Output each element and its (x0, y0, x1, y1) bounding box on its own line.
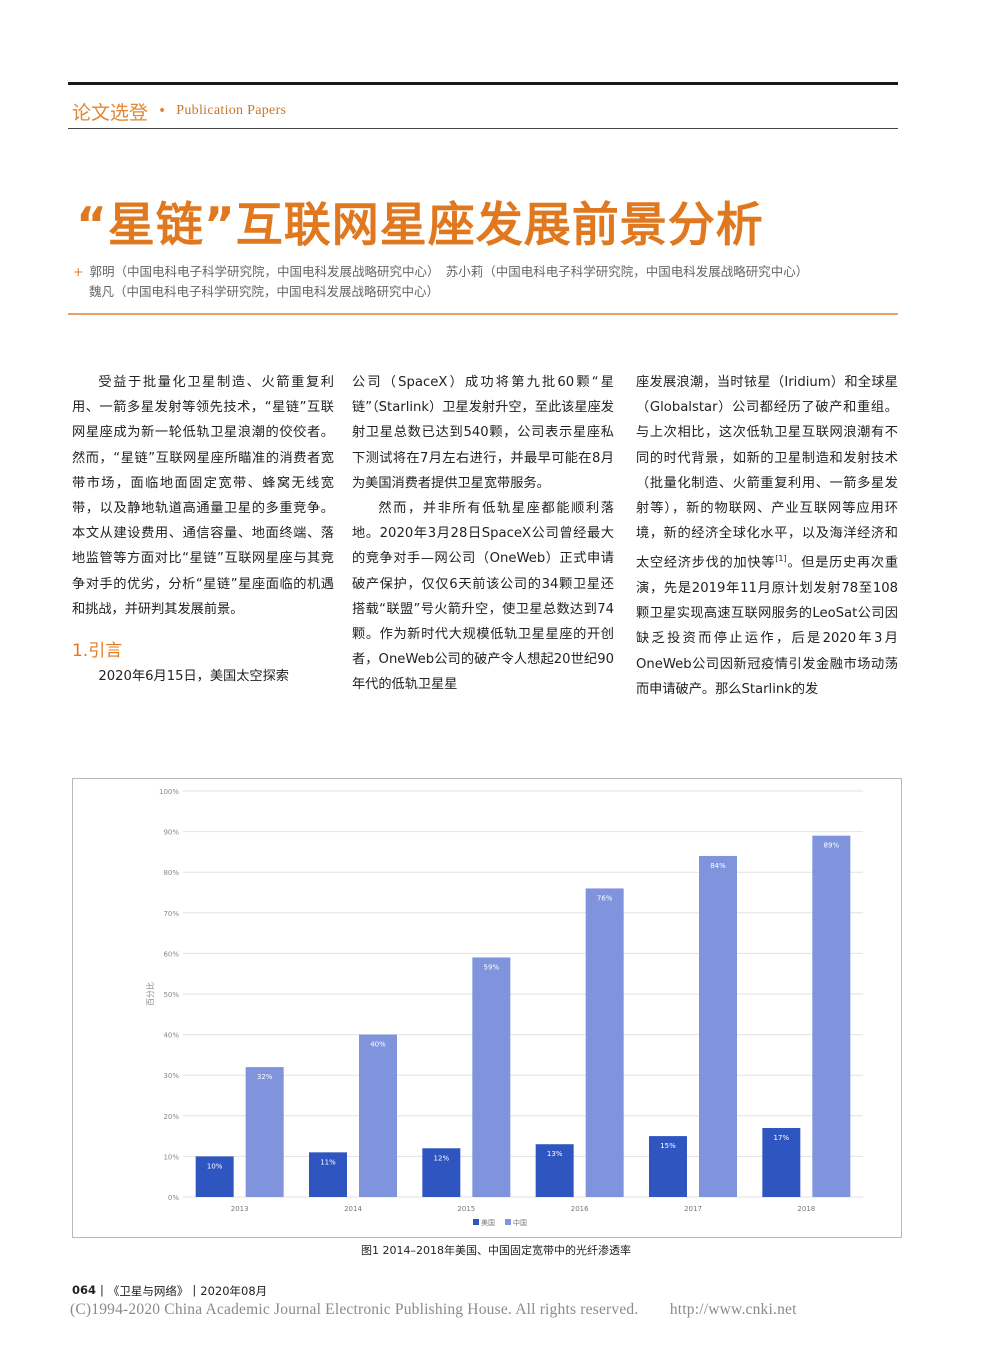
column-3: 座发展浪潮，当时铱星（Iridium）和全球星（Globalstar）公司都经历… (636, 370, 898, 702)
column-2: 公司（SpaceX）成功将第九批60颗“星链”（Starlink）卫星发射升空，… (352, 370, 614, 698)
y-tick-label: 90% (163, 829, 179, 837)
bar-us (649, 1136, 687, 1197)
fiber-penetration-chart: 0% 10% 20% 30% 40% 50% 60% 70% 80% 90% 100% 百分比 10% 3… (145, 788, 863, 1227)
data-label: 40% (370, 1041, 386, 1049)
y-tick-label: 70% (163, 910, 179, 918)
journal-name: 《卫星与网络》 (107, 1284, 189, 1298)
y-tick-label: 40% (163, 1032, 179, 1040)
article-title: “星链”互联网星座发展前景分析 (76, 198, 764, 253)
bar-cn (585, 888, 624, 1197)
author-line-1: 郭明（中国电科电子科学研究院，中国电科发展战略研究中心） 苏小莉（中国电科电子科… (89, 264, 809, 279)
data-label: 10% (207, 1162, 223, 1170)
footer-sep-1: | (100, 1283, 104, 1297)
legend-swatch (473, 1219, 479, 1225)
bar-us (195, 1156, 234, 1197)
x-tick-label: 2014 (344, 1205, 362, 1213)
y-tick-label: 80% (163, 869, 179, 877)
figure-1: 0% 10% 20% 30% 40% 50% 60% 70% 80% 90% 100% 百分比 10% 3… (72, 778, 902, 1238)
top-rule (68, 82, 898, 85)
bar-cn (472, 957, 511, 1197)
y-tick-label: 10% (163, 1153, 179, 1161)
data-label: 76% (597, 894, 613, 902)
data-label: 84% (710, 862, 726, 870)
x-tick-label: 2017 (684, 1205, 702, 1213)
data-label: 32% (257, 1073, 273, 1081)
section-label-en: Publication Papers (176, 103, 287, 118)
figure-caption: 图1 2014–2018年美国、中国固定宽带中的光纤渗透率 (361, 1244, 631, 1257)
intro-paragraph-2-end: 。但是历史再次重演，先是2019年11月原计划发射78至108颗卫星实现高速互联… (636, 555, 899, 697)
data-label: 15% (660, 1142, 676, 1150)
bar-us (309, 1152, 347, 1197)
section-heading-intro: 1.引言 (72, 641, 123, 662)
x-tick-label: 2018 (797, 1205, 815, 1213)
data-label: 17% (774, 1134, 790, 1142)
x-tick-label: 2015 (457, 1205, 475, 1213)
data-label: 59% (484, 963, 500, 971)
bar-cn (812, 835, 851, 1197)
bar-cn (359, 1034, 397, 1197)
section-header: 论文选登 • Publication Papers (72, 96, 286, 126)
data-label: 89% (824, 842, 840, 850)
footer-sep-2: | (192, 1283, 197, 1297)
x-tick-label: 2016 (571, 1205, 589, 1213)
intro-paragraph-2-start: 然而，并非所有低轨星座都能顺利落地。2020年3月28日SpaceX公司曾经最大… (352, 501, 614, 693)
bar-cn (245, 1067, 284, 1197)
y-tick-label: 60% (163, 950, 179, 958)
data-label: 13% (547, 1150, 563, 1158)
author-line-2: 魏凡（中国电科电子科学研究院，中国电科发展战略研究中心） (89, 284, 440, 299)
column-1: 受益于批量化卫星制造、火箭重复利用、一箭多星发射等领先技术，“星链”互联网星座成… (72, 370, 334, 689)
bar-us (762, 1127, 801, 1197)
abstract: 受益于批量化卫星制造、火箭重复利用、一箭多星发射等领先技术，“星链”互联网星座成… (72, 375, 334, 617)
x-tick-label: 2013 (231, 1205, 249, 1213)
bar-us (535, 1144, 574, 1197)
intro-paragraph-1-cont: 公司（SpaceX）成功将第九批60颗“星链”（Starlink）卫星发射升空，… (352, 375, 614, 491)
header-bullet: • (158, 103, 167, 119)
citation-ref[interactable]: [1] (775, 554, 787, 564)
y-tick-label: 30% (163, 1072, 179, 1080)
bar-cn (699, 855, 737, 1197)
data-label: 12% (434, 1154, 450, 1162)
legend-swatch (505, 1219, 511, 1225)
page-number: 064 (72, 1283, 97, 1297)
y-tick-label: 50% (163, 991, 179, 999)
data-label: 11% (320, 1158, 336, 1166)
copyright-line: (C)1994-2020 China Academic Journal Elec… (70, 1301, 797, 1318)
intro-paragraph-2-text: 座发展浪潮，当时铱星（Iridium）和全球星（Globalstar）公司都经历… (636, 375, 898, 571)
legend-label: 中国 (513, 1218, 527, 1227)
y-tick-label: 20% (163, 1113, 179, 1121)
section-label-cn: 论文选登 (72, 101, 149, 124)
bar-us (422, 1148, 461, 1197)
author-block: + 郭明（中国电科电子科学研究院，中国电科发展战略研究中心） 苏小莉（中国电科电子… (73, 262, 808, 302)
intro-paragraph-1-start: 2020年6月15日，美国太空探索 (98, 669, 289, 685)
header-rule (68, 128, 898, 129)
author-rule (68, 313, 898, 315)
y-tick-label: 100% (159, 788, 179, 796)
y-axis-label: 百分比 (145, 982, 155, 1006)
intro-paragraph-2-cont: 座发展浪潮，当时铱星（Iridium）和全球星（Globalstar）公司都经历… (636, 370, 898, 702)
y-tick-label: 0% (168, 1194, 179, 1202)
page-footer: 064 | 《卫星与网络》 | 2020年08月 (72, 1283, 267, 1299)
legend-label: 美国 (481, 1218, 495, 1227)
author-plus-icon: + (73, 264, 84, 279)
issue-date: 2020年08月 (200, 1284, 268, 1298)
